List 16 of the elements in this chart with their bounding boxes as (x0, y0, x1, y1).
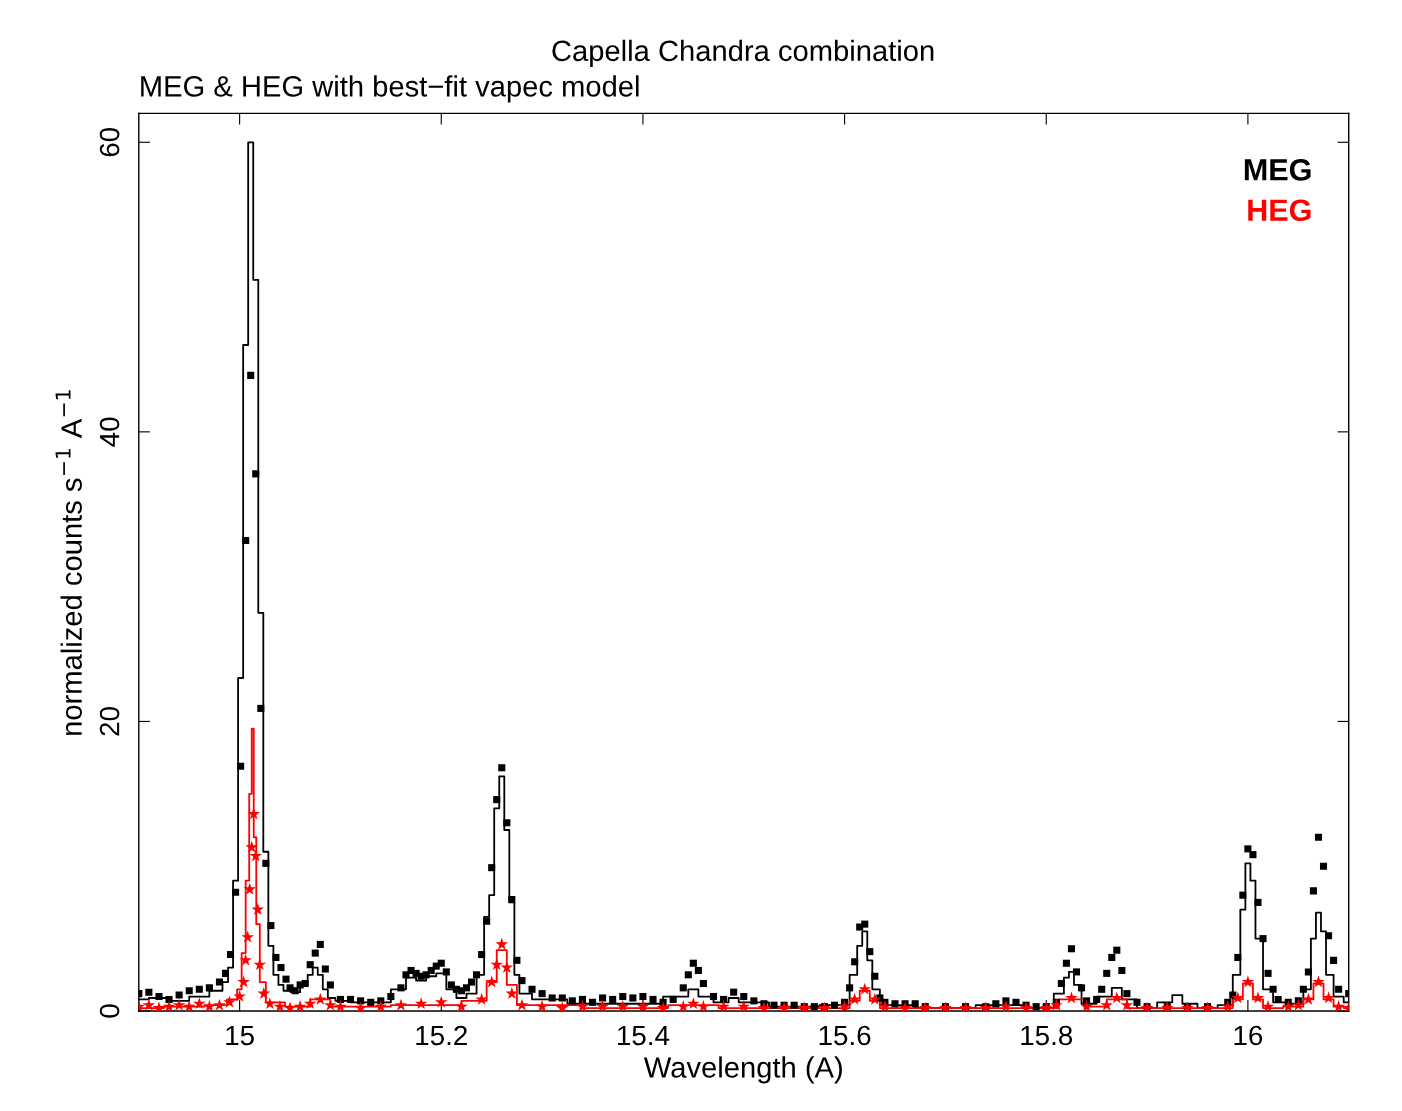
x-tick-label: 16 (1234, 1025, 1263, 1046)
y-tick-label: 0 (99, 1004, 120, 1018)
y-tick-label: 60 (99, 127, 120, 157)
legend-label: MEG (1244, 159, 1311, 181)
y-axis-title: normalized counts s$^{−1}$ A$^{−1}$ (55, 390, 82, 735)
x-tick-label: 15.4 (618, 1025, 670, 1046)
x-tick-label: 15 (226, 1025, 254, 1046)
x-tick-label: 15.8 (1021, 1025, 1073, 1046)
chart-subtitle: MEG & HEG with best−fit vapec model (141, 75, 639, 103)
x-axis-title: Wavelength (A) (643, 1056, 842, 1084)
chart-title: Capella Chandra combination (552, 39, 934, 67)
y-tick-label: 40 (99, 417, 120, 447)
text: HEG (1248, 199, 1311, 222)
x-tick-label: 15.6 (819, 1025, 871, 1046)
x-tick-label: 15.2 (416, 1025, 467, 1046)
y-tick-label: 20 (99, 707, 120, 736)
